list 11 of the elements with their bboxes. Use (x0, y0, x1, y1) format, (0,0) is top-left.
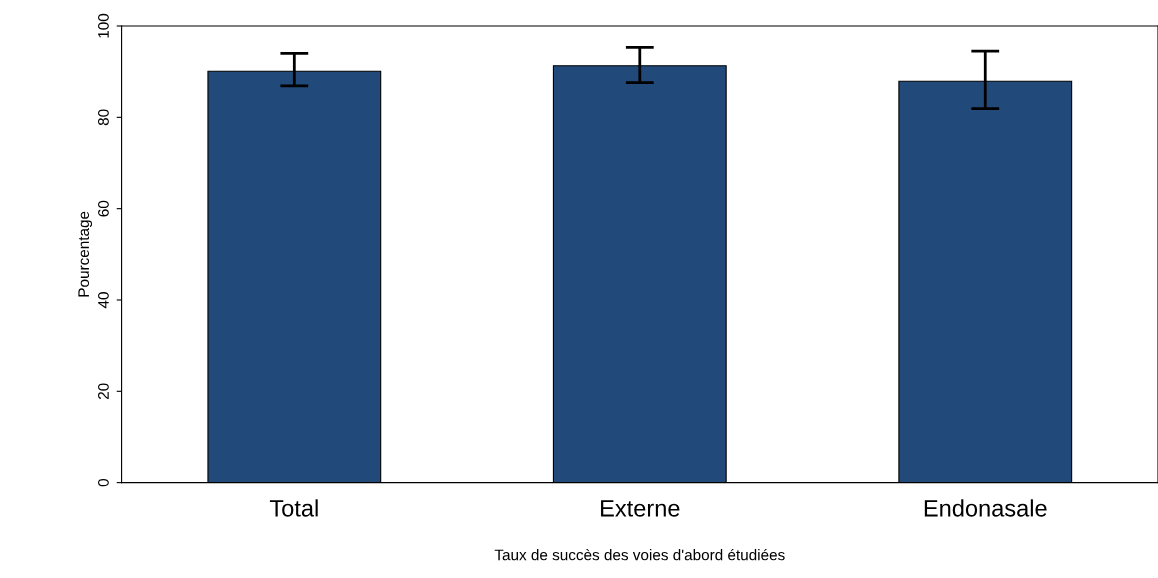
y-tick-label: 0 (98, 478, 109, 487)
y-tick-label: 80 (98, 109, 109, 126)
y-tick-label: 60 (98, 200, 109, 217)
x-tick-label: Total (269, 499, 318, 517)
x-tick-label: Endonasale (924, 499, 1047, 517)
x-axis-title: Taux de succès des voies d'abord étudiées (494, 548, 785, 561)
x-tick-label: Externe (601, 500, 680, 517)
y-tick-label: 40 (98, 292, 109, 309)
y-tick-label: 100 (98, 13, 109, 38)
y-axis-title: Pourcentage (78, 211, 93, 297)
y-tick-label: 20 (98, 383, 109, 400)
